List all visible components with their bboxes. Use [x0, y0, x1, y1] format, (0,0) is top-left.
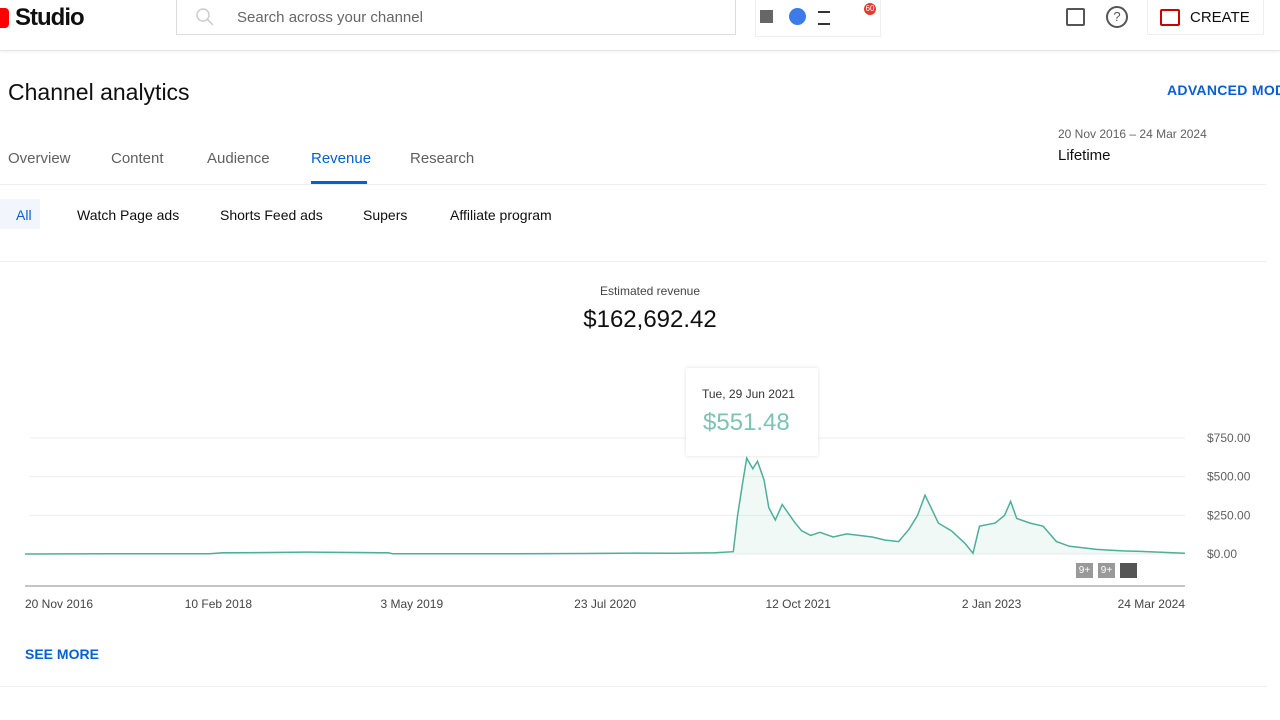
- chart: $0.00 $250.00 $500.00 $750.00 20 Nov 2016 10 …: [24, 431, 1251, 611]
- create-label: CREATE: [1190, 9, 1250, 26]
- logo[interactable]: Studio: [15, 4, 85, 31]
- tooltip: Tue, 29 Jun 2021 $551.48: [686, 368, 818, 456]
- metric-value: $162,692.42: [583, 306, 717, 333]
- x-tick-label: 3 May 2019: [380, 597, 443, 611]
- toolbar: 60: [755, 0, 881, 37]
- search-icon: [196, 8, 214, 26]
- tab[interactable]: Content: [111, 150, 164, 167]
- help-icon[interactable]: ?: [1106, 6, 1128, 28]
- chip[interactable]: Watch Page ads: [77, 207, 180, 223]
- x-tick-label: 2 Jan 2023: [962, 597, 1022, 611]
- tab[interactable]: Research: [410, 150, 475, 167]
- x-tick-label: 12 Oct 2021: [765, 597, 831, 611]
- chip-active[interactable]: All: [16, 207, 32, 223]
- y-tick-label: $750.00: [1207, 431, 1251, 445]
- page-title: Channel analytics: [8, 79, 190, 105]
- stats-icon[interactable]: [760, 10, 773, 23]
- see-more[interactable]: SEE MORE: [25, 646, 99, 662]
- play-badge[interactable]: [1120, 563, 1137, 578]
- y-tick-label: $250.00: [1207, 508, 1251, 522]
- create-button[interactable]: CREATE: [1147, 0, 1264, 35]
- x-tick-label: 10 Feb 2018: [185, 597, 253, 611]
- create-icon: [1160, 9, 1180, 26]
- chip[interactable]: Supers: [363, 207, 408, 223]
- badge[interactable]: 9+: [1076, 563, 1093, 578]
- area: [25, 458, 1185, 554]
- search-box[interactable]: Search across your channel: [176, 0, 736, 35]
- play-icon[interactable]: [789, 8, 806, 25]
- x-tick-label: 20 Nov 2016: [25, 597, 93, 611]
- chip[interactable]: Shorts Feed ads: [220, 207, 323, 223]
- metric-label: Estimated revenue: [599, 284, 701, 298]
- notification-badge: 60: [864, 3, 876, 15]
- chip-bg: [0, 199, 40, 229]
- divider: [0, 686, 1266, 687]
- x-tick-label: 23 Jul 2020: [574, 597, 636, 611]
- tab[interactable]: Overview: [8, 150, 71, 167]
- tooltip-value: $551.48: [703, 409, 790, 436]
- menu-icon[interactable]: [818, 11, 830, 25]
- top-bar: Studio Search across your channel 60 ? C…: [0, 0, 1280, 51]
- date-range: 20 Nov 2016 – 24 Mar 2024: [1058, 127, 1207, 141]
- advanced-mode[interactable]: ADVANCED MODE: [1167, 82, 1280, 98]
- tab-active[interactable]: Revenue: [311, 150, 372, 167]
- tooltip-date: Tue, 29 Jun 2021: [702, 387, 795, 401]
- chip[interactable]: Affiliate program: [450, 207, 552, 223]
- divider: [0, 184, 1266, 185]
- logo-icon: [0, 8, 9, 28]
- period[interactable]: Lifetime: [1058, 147, 1111, 164]
- y-tick-label: $0.00: [1207, 547, 1237, 561]
- search-placeholder: Search across your channel: [237, 9, 423, 26]
- tab[interactable]: Audience: [207, 150, 270, 167]
- divider: [0, 261, 1266, 262]
- y-tick-label: $500.00: [1207, 470, 1251, 484]
- line: [24, 455, 1186, 555]
- x-tick-label: 24 Mar 2024: [1118, 597, 1186, 611]
- tab-indicator: [311, 181, 367, 184]
- badge[interactable]: 9+: [1098, 563, 1115, 578]
- feedback-icon[interactable]: [1066, 8, 1085, 26]
